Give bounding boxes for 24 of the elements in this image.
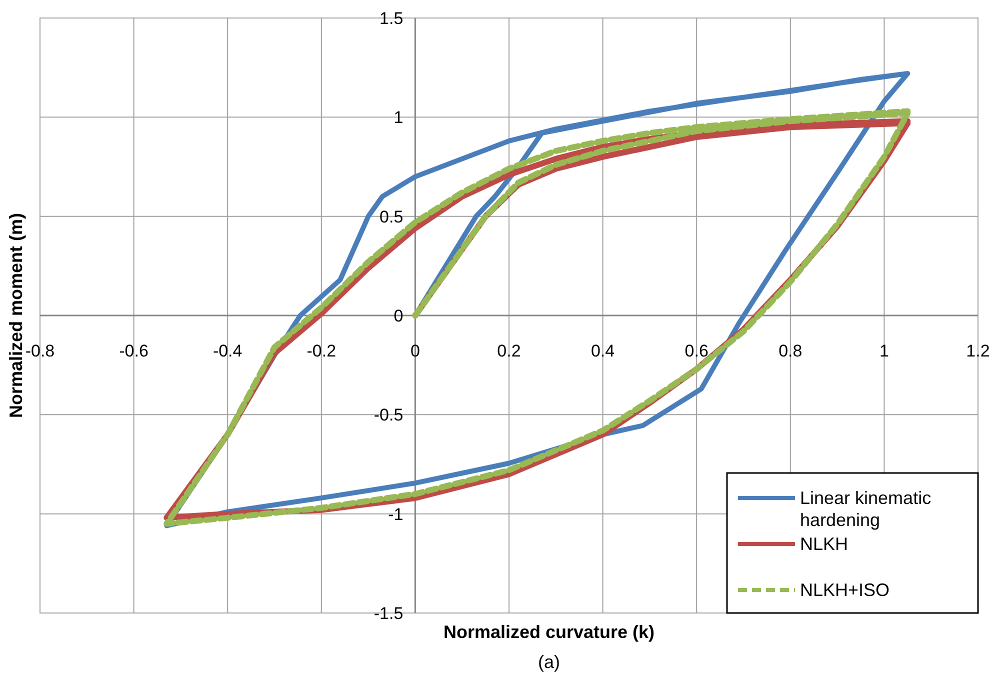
legend-label: NLKH+ISO [800,580,890,600]
x-tick-label: -0.2 [306,342,336,360]
x-tick-label: 0.4 [590,342,615,360]
legend-label: Linear kinematic hardening [800,488,932,530]
x-tick-label: 1.2 [966,342,990,360]
y-axis-title: Normalized moment (m) [6,212,26,418]
x-tick-label: 0 [410,342,420,360]
x-tick-label: -0.4 [212,342,242,360]
x-tick-label: 0.2 [497,342,521,360]
y-tick-label: 1.5 [380,9,404,28]
y-tick-label: 1 [394,108,404,128]
legend-label: NLKH [800,534,848,554]
x-tick-label: 1 [879,342,889,360]
y-tick-label: -1 [388,504,404,524]
y-tick-label: -1.5 [374,604,404,623]
y-tick-label: -0.5 [374,406,404,425]
y-tick-label: 0 [394,306,404,326]
x-tick-label: -0.8 [25,342,55,360]
x-axis-title: Normalized curvature (k) [443,622,655,642]
x-tick-label: 0.6 [684,342,708,360]
text: (a) [538,652,560,672]
y-tick-label: 0.5 [380,207,404,226]
x-tick-label: -0.6 [119,342,148,360]
x-tick-label: 0.8 [778,342,802,360]
